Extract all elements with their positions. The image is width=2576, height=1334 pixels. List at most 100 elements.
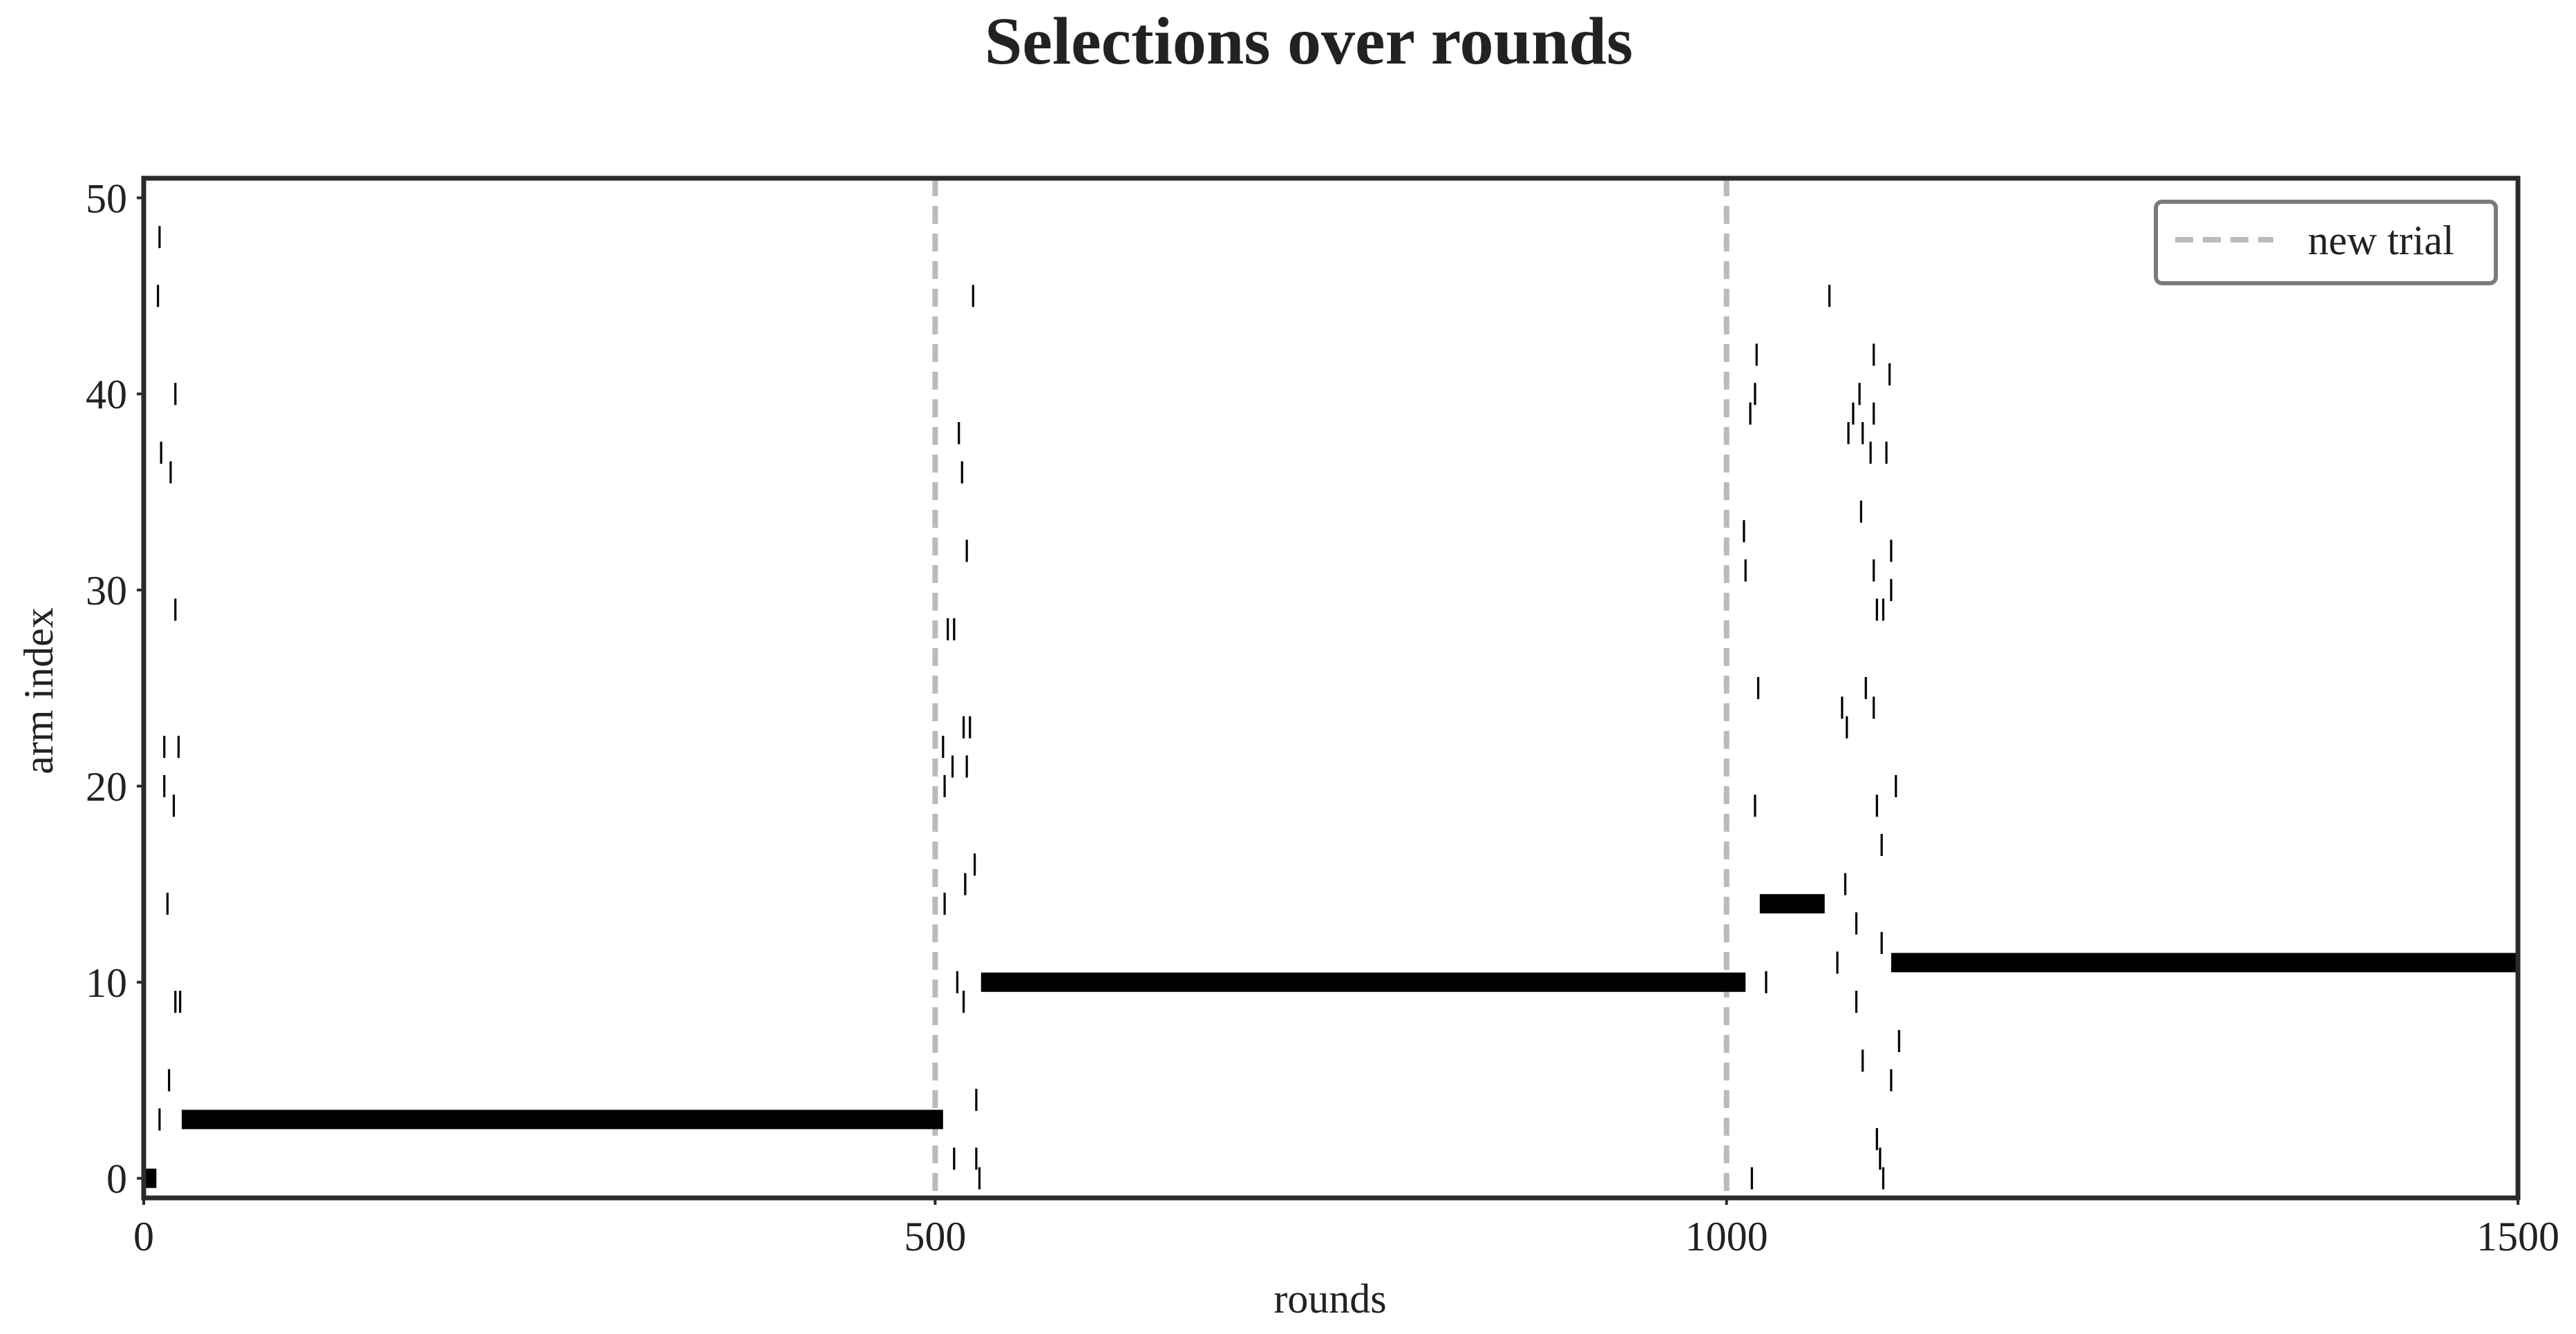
selection-tick <box>975 1147 978 1170</box>
selection-tick <box>1869 441 1872 464</box>
selection-run <box>1759 894 1825 914</box>
selection-tick <box>160 441 162 464</box>
selection-tick <box>1875 794 1878 817</box>
selection-tick <box>953 1147 956 1170</box>
plot-frame <box>141 175 2521 1201</box>
selection-tick <box>1743 520 1745 542</box>
selection-run <box>1891 953 2518 973</box>
selection-tick <box>947 618 949 640</box>
x-axis-label: rounds <box>1273 1276 1386 1322</box>
legend: new trial <box>2154 200 2498 285</box>
chart-title: Selections over rounds <box>985 4 1633 79</box>
selection-tick <box>1847 422 1850 444</box>
selection-tick <box>1882 1167 1885 1190</box>
selection-tick <box>1895 774 1897 797</box>
selection-tick <box>174 991 177 1013</box>
selection-tick <box>974 853 976 876</box>
selection-tick <box>158 1108 161 1131</box>
selection-tick <box>1855 912 1858 935</box>
selection-tick <box>1888 363 1891 385</box>
selection-run <box>181 1109 943 1130</box>
selection-tick <box>1749 402 1752 425</box>
selection-tick <box>1890 579 1893 602</box>
selection-run <box>981 972 1746 992</box>
selection-tick <box>174 383 177 406</box>
selection-tick <box>942 736 945 759</box>
selection-tick <box>1750 1167 1753 1190</box>
selection-tick <box>1873 696 1875 719</box>
selection-tick <box>179 991 182 1013</box>
y-tick-label: 30 <box>86 568 127 613</box>
selection-tick <box>1828 285 1831 307</box>
selection-tick <box>1754 794 1756 817</box>
selection-tick <box>956 971 959 993</box>
selection-tick <box>1864 677 1867 699</box>
selection-tick <box>166 893 169 915</box>
selection-tick <box>172 794 176 817</box>
y-tick-label: 50 <box>86 175 127 221</box>
selection-tick <box>1873 402 1875 425</box>
axes-layer: 0 500 1000 1500 0 10 20 30 40 50 <box>86 175 2559 1259</box>
selection-tick <box>943 774 946 797</box>
selection-tick <box>1897 1029 1900 1052</box>
y-tick-label: 20 <box>86 764 127 810</box>
selection-tick <box>1880 932 1883 954</box>
selection-tick <box>1879 1147 1882 1170</box>
selection-tick <box>1841 696 1844 719</box>
selection-tick <box>964 873 967 895</box>
x-tick-label: 1500 <box>2476 1214 2559 1259</box>
selection-tick <box>1880 834 1883 857</box>
y-axis-label: arm index <box>16 607 61 774</box>
selection-tick <box>962 716 965 739</box>
selection-tick <box>958 422 960 444</box>
selection-tick <box>1862 422 1864 444</box>
selection-tick <box>1852 402 1855 425</box>
selection-tick <box>1836 951 1839 974</box>
selection-tick <box>1890 1069 1893 1092</box>
selection-tick <box>1765 971 1768 993</box>
selection-tick <box>972 285 974 307</box>
selection-tick <box>960 461 963 484</box>
selection-tick <box>1855 991 1858 1013</box>
legend-box <box>2154 200 2498 285</box>
selection-tick <box>1754 383 1756 406</box>
selection-tick <box>163 736 166 759</box>
selection-tick <box>1875 598 1878 621</box>
selection-tick <box>169 461 172 484</box>
selection-tick <box>157 285 160 307</box>
selection-tick <box>943 893 946 915</box>
selection-tick <box>951 755 954 778</box>
selection-tick <box>168 1069 171 1092</box>
x-tick-label: 500 <box>904 1214 966 1259</box>
x-tick-label: 1000 <box>1685 1214 1768 1259</box>
selection-tick <box>975 1089 978 1112</box>
selection-tick <box>1844 873 1847 895</box>
selection-tick <box>1873 343 1875 366</box>
selection-tick <box>1755 343 1758 366</box>
selection-tick <box>1859 500 1862 523</box>
legend-label: new trial <box>2308 218 2454 263</box>
selection-tick <box>1875 1127 1878 1150</box>
selection-tick <box>1882 598 1885 621</box>
selection-tick <box>174 598 177 621</box>
selection-tick <box>1885 441 1888 464</box>
selection-tick <box>158 226 161 249</box>
plot-area <box>144 178 2518 1198</box>
y-tick-label: 10 <box>86 960 127 1006</box>
y-tick-label: 0 <box>106 1156 127 1202</box>
selection-tick <box>969 716 972 739</box>
selection-tick <box>953 618 956 640</box>
selection-tick <box>1890 540 1893 562</box>
selection-tick <box>1756 677 1760 699</box>
selection-tick <box>965 540 968 562</box>
selection-tick <box>1846 716 1848 739</box>
selection-tick <box>978 1167 981 1190</box>
x-tick-label: 0 <box>133 1214 154 1259</box>
selection-tick <box>1858 383 1861 406</box>
selection-tick <box>962 991 965 1013</box>
selection-run <box>144 1168 157 1188</box>
selection-tick <box>1744 559 1747 582</box>
selection-tick <box>1862 1049 1864 1072</box>
